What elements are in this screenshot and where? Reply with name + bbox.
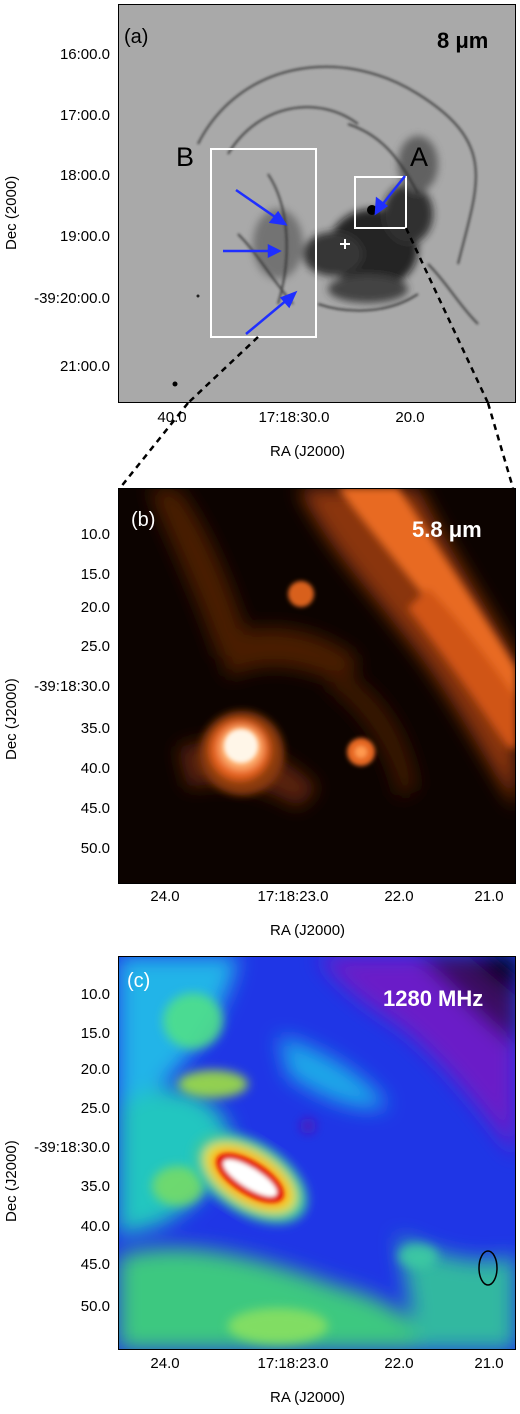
x-tick: 17:18:23.0 <box>257 1355 329 1372</box>
y-tick: 45.0 <box>80 1256 110 1273</box>
y-tick: 18:00.0 <box>59 167 110 184</box>
y-tick: 35.0 <box>80 720 110 737</box>
panel-b-heat-map <box>118 488 516 884</box>
panel-c-radio-map <box>118 956 516 1350</box>
panel-a-greyscale-map <box>118 4 516 403</box>
y-tick: 40.0 <box>80 760 110 777</box>
y-tick: 50.0 <box>80 840 110 857</box>
arrow-icon <box>245 290 298 335</box>
panel-b-image <box>118 488 516 884</box>
y-tick: 45.0 <box>80 800 110 817</box>
x-tick: 21.0 <box>474 1355 504 1372</box>
x-tick: 40.0 <box>157 409 187 426</box>
x-tick: 24.0 <box>150 888 180 905</box>
arrow-icon <box>374 175 406 216</box>
x-tick: 21.0 <box>474 888 504 905</box>
panel-c-ylabel: Dec (J2000) <box>3 1140 20 1222</box>
panel-c-image <box>118 956 516 1350</box>
y-tick: 10.0 <box>80 986 110 1003</box>
x-tick: 17:18:30.0 <box>258 409 330 426</box>
y-tick: -39:18:30.0 <box>34 678 110 695</box>
panel-c-frequency: 1280 MHz <box>383 986 484 1011</box>
y-tick: 15.0 <box>80 566 110 583</box>
y-tick: 40.0 <box>80 1218 110 1235</box>
y-tick: 19:00.0 <box>59 228 110 245</box>
panel-a-label: (a) <box>124 26 149 48</box>
region-box-b <box>210 148 317 338</box>
x-tick: 17:18:23.0 <box>257 888 329 905</box>
arrow-icon <box>235 188 288 226</box>
panel-c-xlabel: RA (J2000) <box>270 1389 346 1406</box>
panel-a-wavelength: 8 μm <box>437 28 489 53</box>
box-b-label: B <box>176 142 195 172</box>
y-tick: 10.0 <box>80 526 110 543</box>
y-tick: 25.0 <box>80 638 110 655</box>
x-tick: 24.0 <box>150 1355 180 1372</box>
y-tick: 15.0 <box>80 1025 110 1042</box>
x-tick: 22.0 <box>384 1355 414 1372</box>
box-a-label: A <box>410 142 429 172</box>
arrow-icon <box>223 243 282 259</box>
x-tick: 22.0 <box>384 888 414 905</box>
y-tick: 50.0 <box>80 1298 110 1315</box>
y-tick: 35.0 <box>80 1178 110 1195</box>
panel-b-ylabel: Dec (J2000) <box>3 678 20 760</box>
x-tick: 20.0 <box>395 409 425 426</box>
panel-b-wavelength: 5.8 μm <box>412 517 482 542</box>
y-tick: -39:18:30.0 <box>34 1139 110 1156</box>
panel-a-image <box>118 4 516 403</box>
panel-c-label: (c) <box>127 970 151 992</box>
y-tick: 17:00.0 <box>59 107 110 124</box>
region-box-a <box>354 176 407 229</box>
y-tick: 20.0 <box>80 1061 110 1078</box>
panel-a-xlabel: RA (J2000) <box>270 443 346 460</box>
y-tick: 21:00.0 <box>59 358 110 375</box>
panel-b-label: (b) <box>131 509 156 531</box>
y-tick: 25.0 <box>80 1100 110 1117</box>
y-tick: 20.0 <box>80 599 110 616</box>
plus-marker <box>340 239 350 249</box>
y-tick: -39:20:00.0 <box>34 290 110 307</box>
beam-ellipse <box>478 1250 498 1286</box>
panel-b-xlabel: RA (J2000) <box>270 922 346 939</box>
zoom-lines <box>119 402 515 489</box>
y-tick: 16:00.0 <box>59 46 110 63</box>
panel-a-ylabel: Dec (2000) <box>3 175 20 250</box>
